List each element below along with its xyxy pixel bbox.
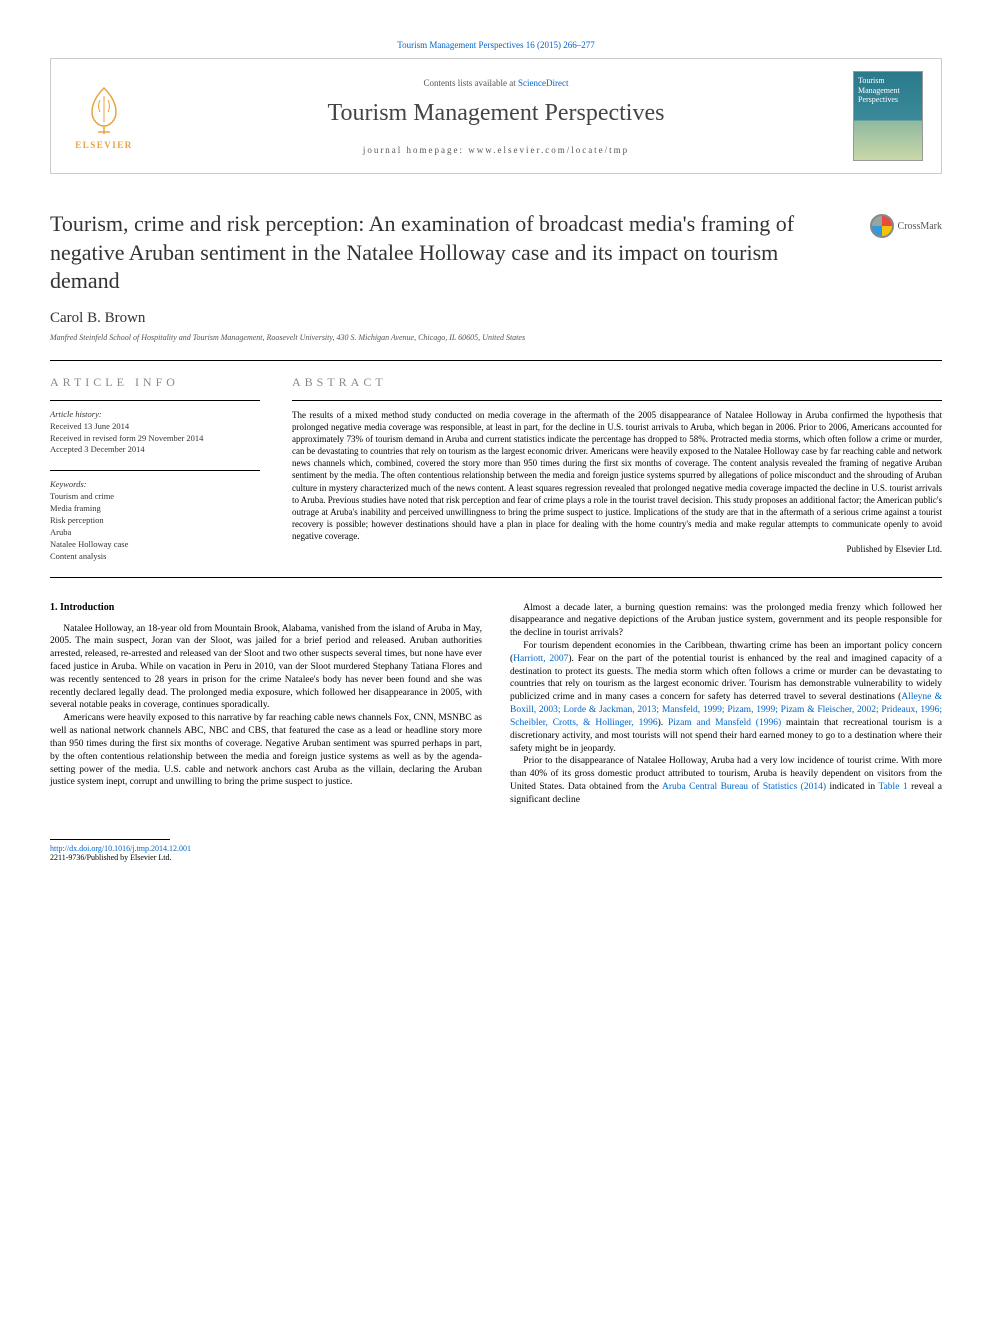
keywords-label: Keywords: bbox=[50, 479, 260, 491]
footer-divider bbox=[50, 839, 170, 840]
body-paragraph: Natalee Holloway, an 18-year old from Mo… bbox=[50, 623, 482, 713]
homepage-url: www.elsevier.com/locate/tmp bbox=[468, 145, 629, 155]
accepted-date: Accepted 3 December 2014 bbox=[50, 444, 260, 456]
elsevier-wordmark: ELSEVIER bbox=[75, 140, 133, 150]
body-paragraph: Almost a decade later, a burning questio… bbox=[510, 602, 942, 640]
page-footer: http://dx.doi.org/10.1016/j.tmp.2014.12.… bbox=[50, 839, 942, 862]
journal-homepage-line: journal homepage: www.elsevier.com/locat… bbox=[139, 145, 853, 155]
inner-divider bbox=[50, 400, 260, 401]
article-title: Tourism, crime and risk perception: An e… bbox=[50, 210, 850, 296]
section-heading-introduction: 1. Introduction bbox=[50, 602, 482, 613]
citation-link[interactable]: Pizam and Mansfeld (1996) bbox=[668, 718, 781, 728]
journal-cover-thumbnail: Tourism Management Perspectives bbox=[853, 71, 923, 161]
crossmark-icon bbox=[870, 214, 894, 238]
elsevier-logo: ELSEVIER bbox=[69, 77, 139, 155]
contents-available-line: Contents lists available at ScienceDirec… bbox=[139, 78, 853, 88]
abstract-column: abstract The results of a mixed method s… bbox=[292, 375, 942, 563]
article-info-row: article info Article history: Received 1… bbox=[50, 361, 942, 563]
body-paragraph: Prior to the disappearance of Natalee Ho… bbox=[510, 755, 942, 806]
body-text: indicated in bbox=[826, 782, 878, 792]
abstract-text: The results of a mixed method study cond… bbox=[292, 409, 942, 543]
article-info-column: article info Article history: Received 1… bbox=[50, 375, 260, 563]
contents-prefix: Contents lists available at bbox=[424, 78, 518, 88]
body-paragraph: Americans were heavily exposed to this n… bbox=[50, 712, 482, 789]
keyword: Tourism and crime bbox=[50, 491, 260, 503]
elsevier-tree-icon bbox=[76, 82, 132, 138]
header-center: Contents lists available at ScienceDirec… bbox=[139, 78, 853, 155]
author-name: Carol B. Brown bbox=[50, 310, 942, 327]
keywords-block: Keywords: Tourism and crime Media framin… bbox=[50, 470, 260, 562]
issn-line: 2211-9736/Published by Elsevier Ltd. bbox=[50, 853, 942, 862]
body-section: 1. Introduction Natalee Holloway, an 18-… bbox=[50, 602, 942, 807]
citation-link[interactable]: Harriott, 2007 bbox=[513, 654, 568, 664]
keyword: Aruba bbox=[50, 527, 260, 539]
abstract-heading: abstract bbox=[292, 375, 942, 390]
two-column-body: 1. Introduction Natalee Holloway, an 18-… bbox=[50, 602, 942, 807]
journal-citation-link[interactable]: Tourism Management Perspectives 16 (2015… bbox=[397, 40, 595, 50]
sciencedirect-link[interactable]: ScienceDirect bbox=[518, 78, 568, 88]
citation-link[interactable]: Aruba Central Bureau of Statistics (2014… bbox=[662, 782, 826, 792]
journal-cover-label: Tourism Management Perspectives bbox=[858, 76, 918, 105]
divider bbox=[50, 577, 942, 578]
author-affiliation: Manfred Steinfeld School of Hospitality … bbox=[50, 333, 942, 342]
crossmark-badge[interactable]: CrossMark bbox=[870, 214, 942, 238]
doi-link[interactable]: http://dx.doi.org/10.1016/j.tmp.2014.12.… bbox=[50, 844, 191, 853]
article-info-heading: article info bbox=[50, 375, 260, 390]
body-paragraph: For tourism dependent economies in the C… bbox=[510, 640, 942, 755]
title-row: Tourism, crime and risk perception: An e… bbox=[50, 210, 942, 296]
inner-divider bbox=[50, 470, 260, 471]
received-date: Received 13 June 2014 bbox=[50, 421, 260, 433]
keyword: Natalee Holloway case bbox=[50, 539, 260, 551]
journal-name: Tourism Management Perspectives bbox=[139, 100, 853, 127]
body-text: ). Fear on the part of the potential tou… bbox=[510, 654, 942, 702]
keyword: Media framing bbox=[50, 503, 260, 515]
revised-date: Received in revised form 29 November 201… bbox=[50, 433, 260, 445]
table-reference-link[interactable]: Table 1 bbox=[878, 782, 907, 792]
inner-divider bbox=[292, 400, 942, 401]
publisher-line: Published by Elsevier Ltd. bbox=[292, 544, 942, 554]
journal-header-box: ELSEVIER Contents lists available at Sci… bbox=[50, 58, 942, 174]
keyword: Content analysis bbox=[50, 551, 260, 563]
keyword: Risk perception bbox=[50, 515, 260, 527]
article-history-label: Article history: bbox=[50, 409, 260, 421]
journal-citation-header: Tourism Management Perspectives 16 (2015… bbox=[50, 40, 942, 50]
body-text: ). bbox=[658, 718, 668, 728]
homepage-label: journal homepage: bbox=[363, 145, 468, 155]
crossmark-label: CrossMark bbox=[898, 221, 942, 232]
